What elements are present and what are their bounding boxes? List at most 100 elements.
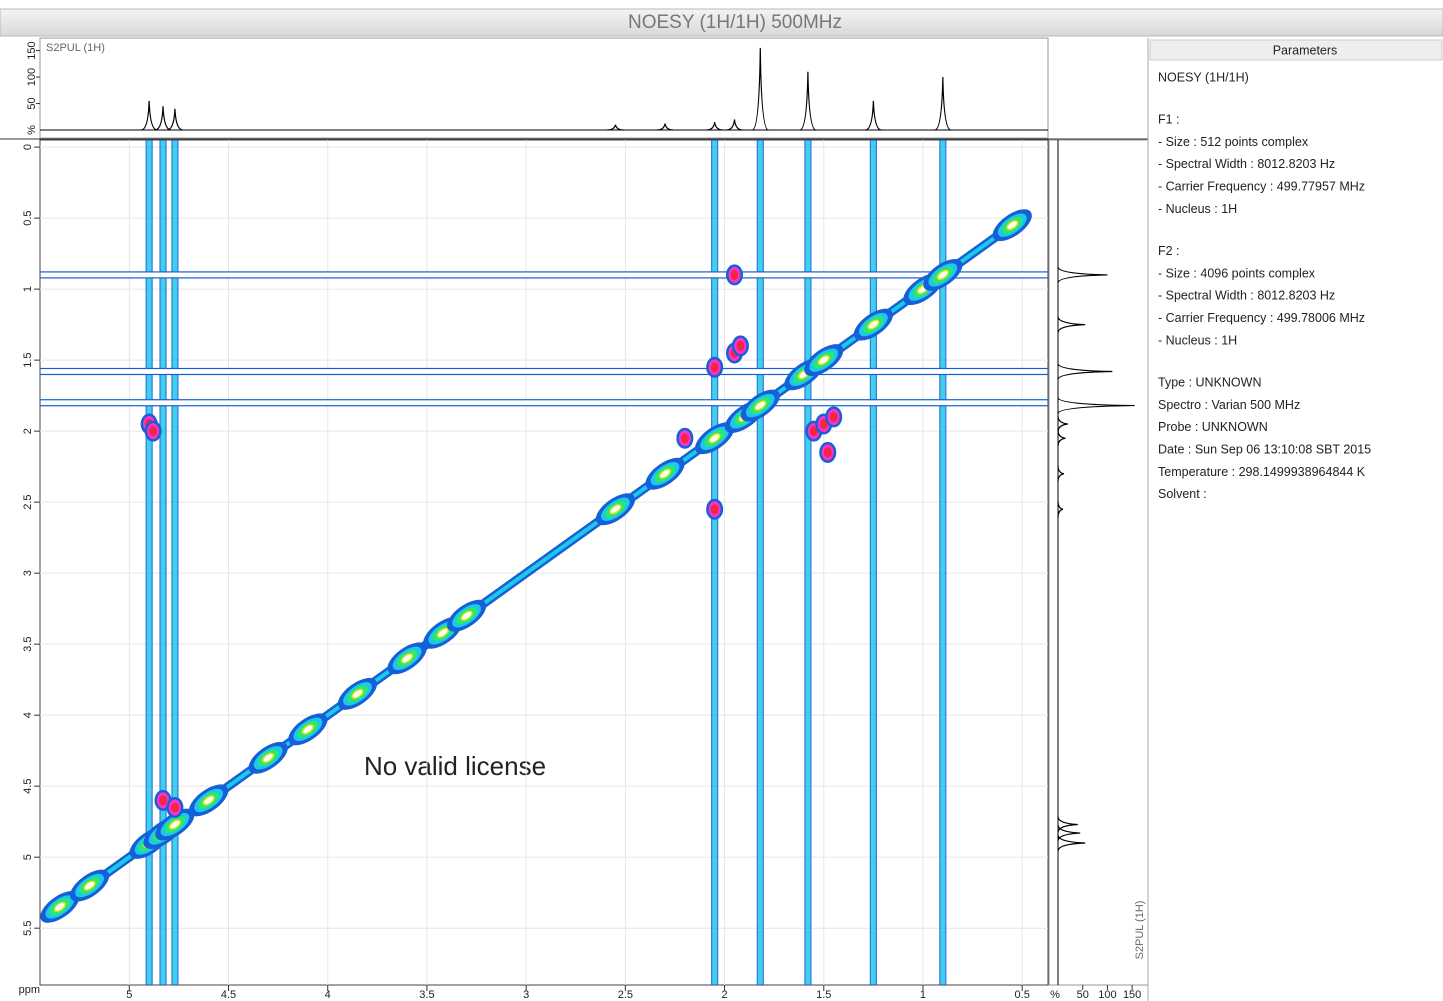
f2-peak [166,108,184,131]
x-tick-label: 4.5 [221,989,236,1001]
x-tick-label: 3 [523,989,529,1001]
y-tick-label: 3.5 [22,637,34,652]
f2-stripe [145,140,153,985]
axis-unit: ppm [19,984,40,996]
x-tick-label: 4 [325,989,331,1001]
parameter-line: NOESY (1H/1H) [1158,70,1249,84]
diagonal-peak [804,344,844,377]
cross-peak [154,789,172,811]
parameter-line: Type : UNKNOWN [1158,376,1262,390]
contour [83,880,96,891]
contour [809,426,818,437]
f1-peak [1057,816,1078,833]
parameter-line: - Nucleus : 1H [1158,333,1237,347]
f2-stripe [159,140,167,985]
parameter-line: F1 : [1158,113,1180,127]
f2-peak [140,100,158,131]
y-tick-label: 2 [22,428,34,434]
title-bar [0,8,1443,37]
parameters-header [1149,39,1443,61]
x-tick-label: 5 [126,989,132,1001]
contour [710,362,719,373]
diagonal-peak [992,209,1032,242]
cross-peak [731,335,749,357]
diagonal-peak [595,493,635,526]
title: NOESY (1H/1H) 500MHz [628,12,842,33]
intensity-tick-label: 150 [1123,989,1141,1001]
f2-peak [607,124,624,131]
contour-layer [40,140,1048,985]
contour [730,269,739,280]
diagonal-peak [248,741,288,774]
f1-peak [1057,501,1064,518]
x-tick-label: 1 [920,989,926,1001]
parameter-line: - Carrier Frequency : 499.77957 MHz [1158,179,1365,193]
contour [202,795,215,806]
y-tick-label: 4 [22,712,34,718]
parameter-line: F2 : [1158,244,1180,258]
f1-peak [1057,415,1068,433]
y-tick-label: 0.5 [22,210,34,225]
diagonal-peak [740,389,780,422]
f2-peak [751,47,769,131]
diagonal-peak [645,457,685,490]
contour [170,802,179,813]
f2-stripe [171,140,179,985]
contour [168,819,181,830]
parameter-line: - Spectral Width : 8012.8203 Hz [1158,157,1335,171]
f2-peak [934,77,952,131]
intensity-tick-label: 50 [1077,989,1089,1001]
contour [829,411,838,422]
f2-peak [799,71,817,131]
diagonal-peak [40,890,80,923]
intensity-unit: % [26,125,38,135]
f1-stripe [40,367,1048,376]
parameter-line: Temperature : 298.1499938964844 K [1158,465,1366,479]
y-tick-label: 2.5 [22,494,34,509]
diagonal-peak [923,258,963,291]
f2-peak [726,119,743,131]
y-tick-label: 1.5 [22,352,34,367]
parameter-line: - Nucleus : 1H [1158,202,1237,216]
diagonal-peak [288,713,328,746]
cross-peak [819,441,837,463]
contour [159,795,168,806]
f1-peak [1057,316,1086,333]
contour [53,901,66,912]
f2-stripe [869,140,877,985]
contour [823,447,832,458]
x-tick-label: 2.5 [618,989,633,1001]
f2-trace-label: S2PUL (1H) [46,42,105,54]
contour [351,688,364,699]
cross-peak [166,796,184,818]
f1-trace-panel [1048,139,1149,986]
parameter-line: Solvent : [1158,487,1207,501]
diagonal-peak [447,599,487,632]
contour [609,504,622,515]
f2-peak [154,106,172,131]
contour [708,433,721,444]
y-tick-label: 5.5 [22,921,34,936]
parameter-line: Date : Sun Sep 06 13:10:08 SBT 2015 [1158,442,1371,456]
contour [460,610,473,621]
cross-peak [144,420,162,442]
f1-peak [1057,266,1108,284]
f1-stripe [40,271,1048,279]
f2-stripe [939,140,947,985]
parameters-title: Parameters [1273,43,1338,57]
contour [680,433,689,444]
f1-peak [1057,834,1086,852]
contour [301,724,314,735]
f1-trace-label: S2PUL (1H) [1134,901,1146,960]
intensity-tick-label: 50 [26,97,38,109]
intensity-unit: % [1050,989,1060,1001]
parameter-line: Probe : UNKNOWN [1158,420,1268,434]
y-tick-label: 1 [22,286,34,292]
f2-stripe [804,140,812,985]
diagonal-peak [387,642,427,675]
parameter-line: - Size : 512 points complex [1158,135,1309,149]
parameter-line: Spectro : Varian 500 MHz [1158,398,1300,412]
f2-trace-panel [39,37,1049,139]
